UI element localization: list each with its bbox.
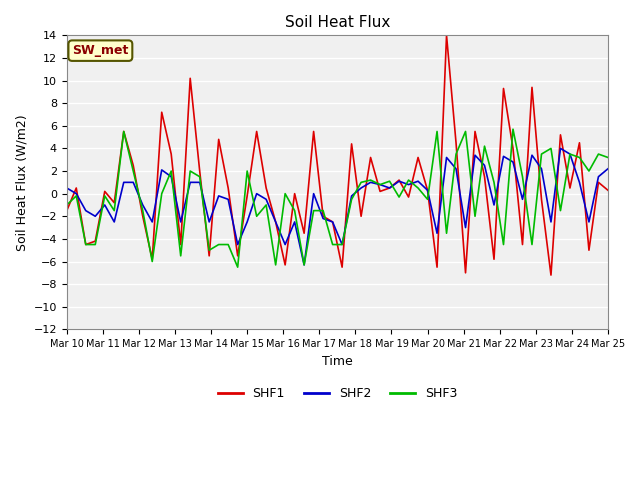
Legend: SHF1, SHF2, SHF3: SHF1, SHF2, SHF3 [212, 383, 462, 406]
SHF2 [585, 219, 593, 225]
SHF1 [585, 247, 593, 253]
SHF1 [443, 33, 451, 38]
SHF1 [186, 75, 194, 81]
SHF3 [433, 129, 441, 134]
SHF3 [234, 264, 241, 270]
SHF1 [604, 187, 612, 193]
SHF1 [63, 208, 70, 214]
SHF2 [433, 230, 441, 236]
SHF3 [509, 126, 517, 132]
SHF1 [471, 129, 479, 134]
SHF2 [471, 152, 479, 158]
Title: Soil Heat Flux: Soil Heat Flux [285, 15, 390, 30]
SHF3 [186, 168, 194, 174]
Text: SW_met: SW_met [72, 44, 129, 57]
SHF3 [471, 214, 479, 219]
Line: SHF3: SHF3 [67, 129, 608, 267]
SHF1 [547, 272, 555, 278]
Y-axis label: Soil Heat Flux (W/m2): Soil Heat Flux (W/m2) [15, 114, 28, 251]
SHF2 [557, 145, 564, 151]
SHF3 [585, 168, 593, 174]
Line: SHF1: SHF1 [67, 36, 608, 275]
SHF3 [63, 202, 70, 208]
SHF2 [300, 262, 308, 268]
SHF2 [604, 166, 612, 172]
SHF3 [604, 155, 612, 160]
Line: SHF2: SHF2 [67, 148, 608, 265]
SHF2 [186, 180, 194, 185]
SHF1 [196, 168, 204, 174]
SHF2 [196, 180, 204, 185]
SHF3 [538, 151, 545, 157]
SHF2 [528, 152, 536, 158]
SHF2 [63, 185, 70, 191]
SHF1 [424, 187, 431, 193]
SHF1 [528, 84, 536, 90]
X-axis label: Time: Time [322, 355, 353, 368]
SHF3 [196, 174, 204, 180]
